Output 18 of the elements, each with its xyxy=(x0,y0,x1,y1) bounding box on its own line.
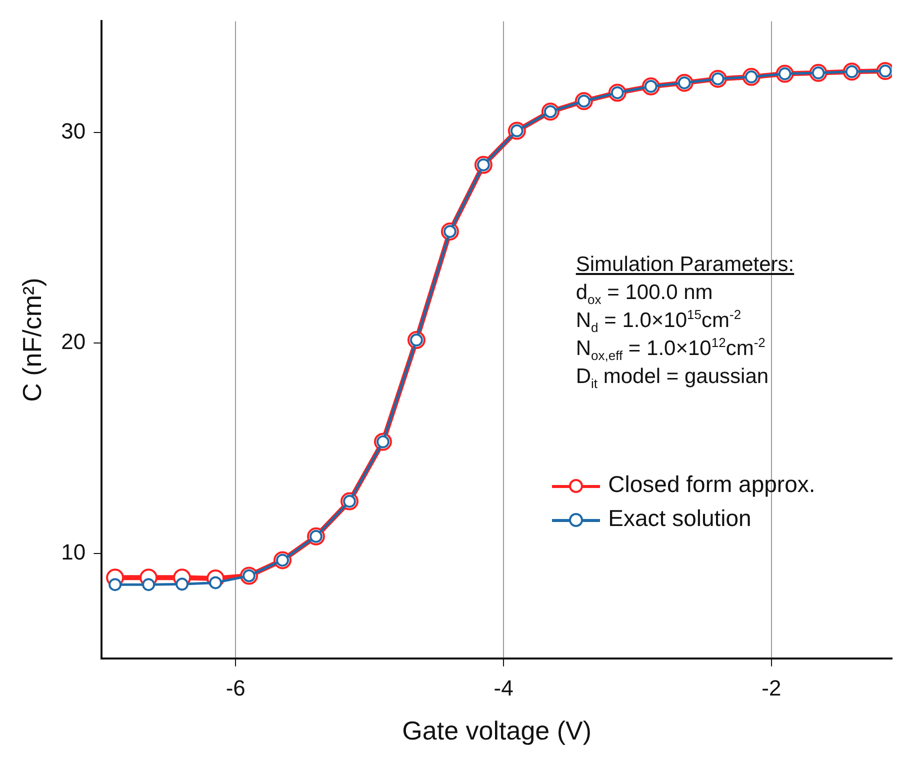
point xyxy=(108,578,122,592)
legend-label: Closed form approx. xyxy=(608,471,816,498)
annotation: Simulation Parameters: xyxy=(576,252,794,278)
x-tick-label: -4 xyxy=(494,676,514,701)
y-tick-label: 30 xyxy=(61,118,86,144)
y-tick-label: 10 xyxy=(61,539,86,564)
x-axis-title: Gate voltage (V) xyxy=(402,716,592,746)
legend-label: Exact solution xyxy=(608,505,752,532)
x-tick-label: -6 xyxy=(226,676,246,701)
x-tick-label: -2 xyxy=(762,676,782,701)
y-tick-label: 20 xyxy=(61,329,86,354)
y-axis-title: C (nF/cm²) xyxy=(16,278,47,402)
annotation: N$_{d}$ = 1.0×10$^{15}$cm$^{-2}$ xyxy=(576,306,742,335)
annotation: d$_{ox}$ = 100.0 nm xyxy=(576,280,714,307)
annotation: N$_{ox,eff}$ = 1.0×10$^{12}$cm$^{-2}$ xyxy=(576,334,766,363)
annotation: D$_{it}$ model = gaussian xyxy=(576,364,770,391)
point xyxy=(176,578,189,591)
point xyxy=(142,578,156,592)
